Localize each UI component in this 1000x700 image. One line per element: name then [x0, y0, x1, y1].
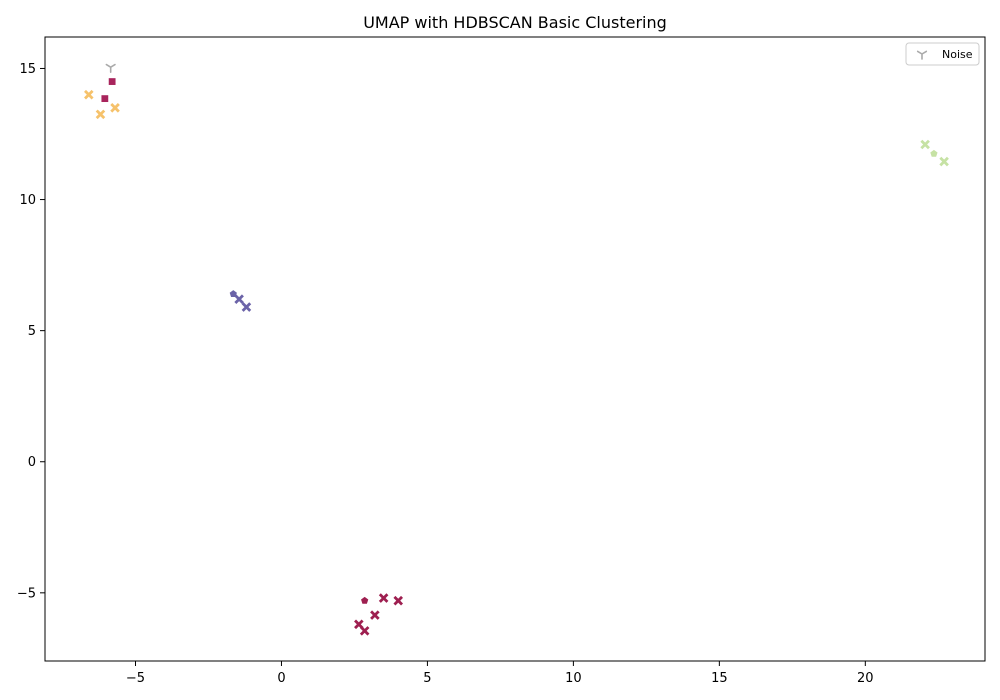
x-tick-label: −5: [126, 671, 145, 686]
cluster-point: [361, 596, 369, 604]
cluster-point: [378, 593, 389, 603]
x-tick-label: 15: [711, 671, 728, 686]
cluster-point: [930, 149, 938, 157]
plot-frame: [44, 36, 986, 662]
cluster-point: [359, 626, 370, 636]
x-tick-label: 0: [277, 671, 285, 686]
cluster-point: [939, 156, 949, 167]
cluster-point: [229, 290, 237, 298]
cluster-point: [354, 619, 364, 630]
noise-legend-icon: [916, 50, 928, 60]
y-tick-label: 10: [19, 193, 36, 208]
noise-point: [105, 63, 116, 73]
cluster-point: [241, 302, 252, 312]
y-tick-label: 5: [28, 324, 36, 339]
cluster-point: [920, 139, 930, 150]
data-points: [84, 63, 949, 636]
legend: Noise: [905, 42, 980, 66]
x-tick-label: 5: [423, 671, 431, 686]
cluster-point: [108, 78, 116, 85]
cluster-point: [110, 103, 120, 113]
cluster-point: [84, 89, 94, 100]
legend-label-noise: Noise: [942, 48, 973, 61]
plot-area: −5 0 5 10 15 20 −5 0 5 10 15: [17, 36, 986, 686]
y-tick-label: 15: [19, 62, 36, 77]
y-axis: −5 0 5 10 15: [17, 62, 45, 601]
cluster-point: [101, 95, 109, 103]
cluster-point: [234, 294, 244, 304]
y-tick-label: 0: [28, 455, 36, 470]
x-axis: −5 0 5 10 15 20: [126, 661, 874, 686]
y-tick-label: −5: [17, 586, 36, 601]
cluster-point: [393, 595, 404, 606]
chart-title: UMAP with HDBSCAN Basic Clustering: [363, 13, 667, 32]
x-tick-label: 20: [857, 671, 874, 686]
cluster-point: [370, 610, 380, 620]
legend-box: [905, 42, 980, 66]
x-tick-label: 10: [565, 671, 582, 686]
cluster-point: [95, 109, 106, 120]
legend-marker-noise: [916, 50, 928, 60]
